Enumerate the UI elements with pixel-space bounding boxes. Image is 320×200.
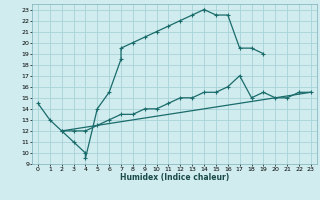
X-axis label: Humidex (Indice chaleur): Humidex (Indice chaleur) xyxy=(120,173,229,182)
